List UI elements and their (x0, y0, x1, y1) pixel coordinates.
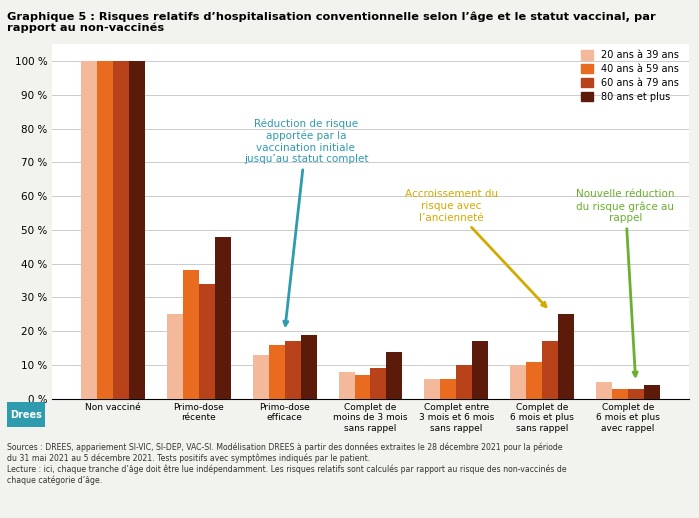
Bar (644, 385, 660, 399)
Bar (113, 61, 129, 399)
Bar (167, 314, 183, 399)
Bar (612, 388, 628, 399)
Text: Sources : DREES, appariement SI-VIC, SI-DEP, VAC-SI. Modélisation DREES à partir: Sources : DREES, appariement SI-VIC, SI-… (7, 443, 567, 485)
Bar (301, 335, 317, 399)
Bar (370, 368, 387, 399)
Bar (558, 314, 574, 399)
Bar (81, 61, 97, 399)
Bar (269, 345, 284, 399)
Bar (456, 365, 472, 399)
Bar (199, 284, 215, 399)
Bar (284, 341, 301, 399)
Bar (510, 365, 526, 399)
Text: rapport au non-vaccinés: rapport au non-vaccinés (7, 22, 164, 33)
Bar (628, 388, 644, 399)
Bar (542, 341, 558, 399)
Text: Accroissement du
risque avec
l’ancienneté: Accroissement du risque avec l’anciennet… (405, 190, 546, 307)
Bar (472, 341, 488, 399)
Bar (338, 372, 354, 399)
Text: Réduction de risque
apportée par la
vaccination initiale
jusqu’au statut complet: Réduction de risque apportée par la vacc… (244, 119, 368, 325)
Bar (215, 237, 231, 399)
Bar (97, 61, 113, 399)
Bar (440, 379, 456, 399)
Bar (183, 270, 199, 399)
Bar (129, 61, 145, 399)
Text: Nouvelle réduction
du risque grâce au
rappel: Nouvelle réduction du risque grâce au ra… (576, 190, 675, 376)
Legend: 20 ans à 39 ans, 40 ans à 59 ans, 60 ans à 79 ans, 80 ans et plus: 20 ans à 39 ans, 40 ans à 59 ans, 60 ans… (577, 46, 684, 107)
Bar (253, 355, 269, 399)
Bar (424, 379, 440, 399)
Bar (596, 382, 612, 399)
Text: Graphique 5 : Risques relatifs d’hospitalisation conventionnelle selon l’âge et : Graphique 5 : Risques relatifs d’hospita… (7, 11, 656, 22)
Bar (526, 362, 542, 399)
Text: Drees: Drees (10, 410, 42, 420)
Bar (387, 352, 403, 399)
Bar (354, 375, 370, 399)
